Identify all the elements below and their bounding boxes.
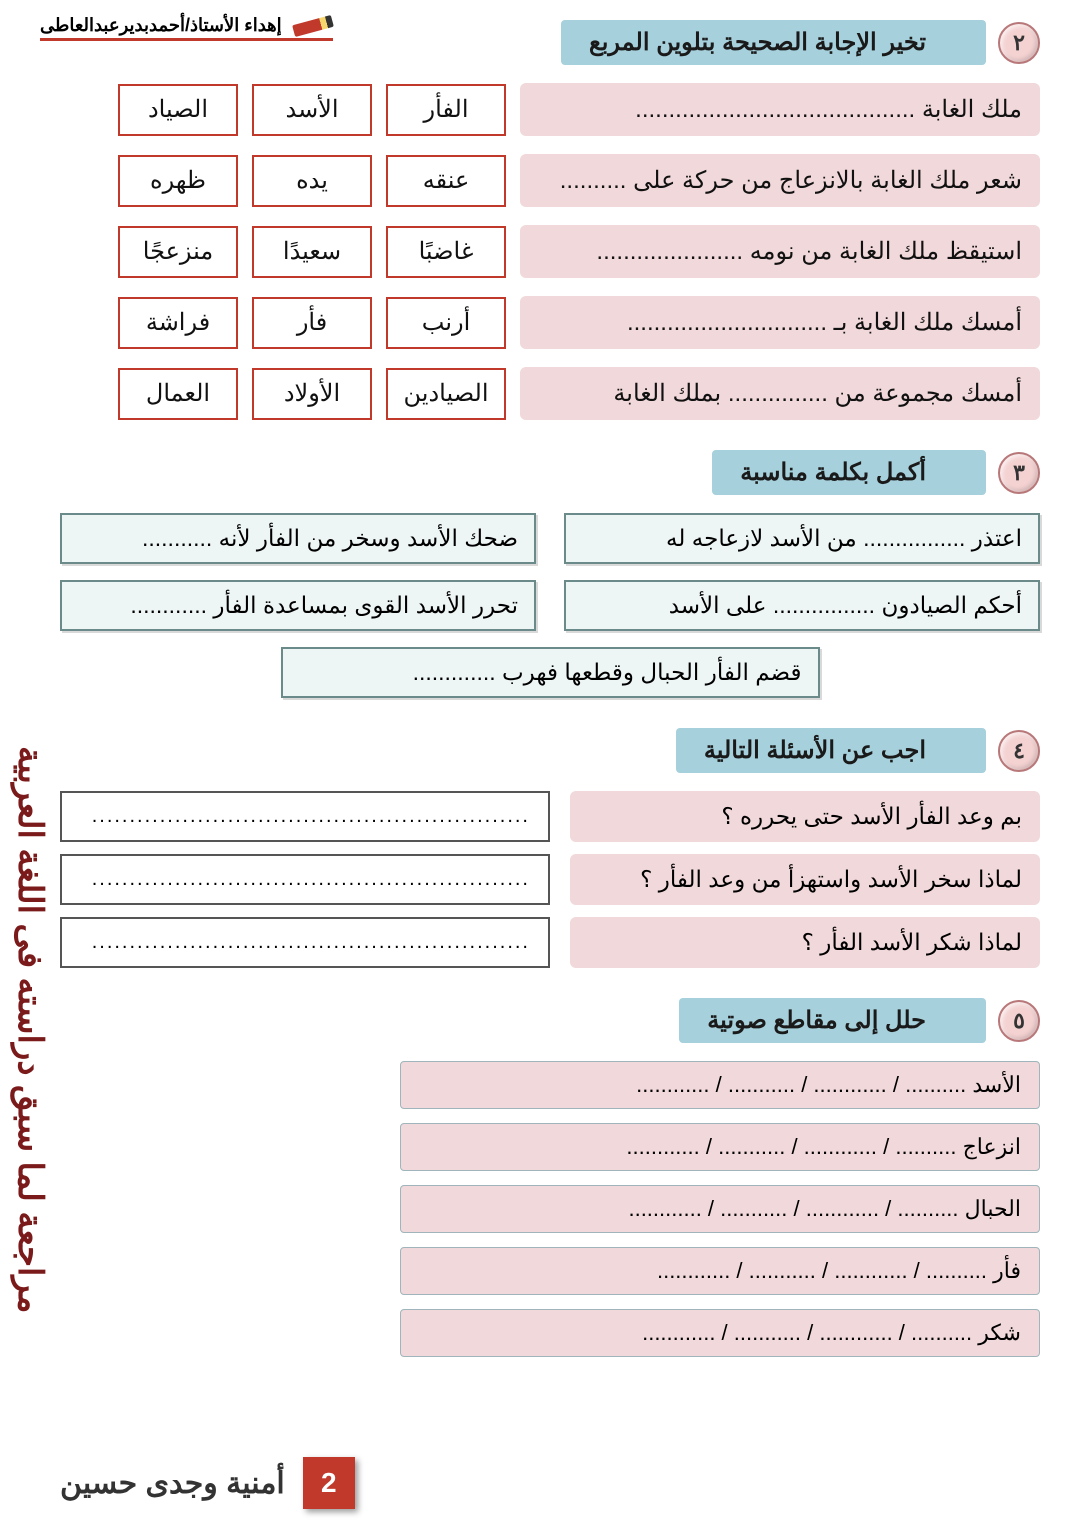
fill-blank-box[interactable]: قضم الفأر الحبال وقطعها فهرب ...........… [281,647,820,698]
answer-option[interactable]: فأر [252,297,372,349]
q3-number-badge: ٣ [998,452,1040,494]
answer-option[interactable]: يده [252,155,372,207]
question-text: بم وعد الفأر الأسد حتى يحرره ؟ [570,791,1040,842]
answer-option[interactable]: منزعجًا [118,226,238,278]
section-q3: ٣ أكمل بكلمة مناسبة اعتذر ..............… [60,450,1040,698]
answer-option[interactable]: الفأر [386,84,506,136]
footer: 2 أمنية وجدى حسين [60,1457,355,1509]
q4-number-badge: ٤ [998,730,1040,772]
syllable-row[interactable]: انزعاج .......... / ............ / .....… [400,1123,1040,1171]
page-number-badge: 2 [303,1457,355,1509]
answer-option[interactable]: غاضبًا [386,226,506,278]
fill-blank-box[interactable]: أحكم الصيادون ................ على الأسد [564,580,1040,631]
answer-line[interactable]: ........................................… [60,917,550,968]
question-stem: شعر ملك الغابة بالانزعاج من حركة على ...… [520,154,1040,207]
side-vertical-text: مراجعة لما سبق دراسته فى اللغة العربية [10,680,50,1380]
q5-number-badge: ٥ [998,1000,1040,1042]
syllable-row[interactable]: فأر .......... / ............ / ........… [400,1247,1040,1295]
answer-option[interactable]: الصيادين [386,368,506,420]
q2-number-badge: ٢ [998,22,1040,64]
syllable-row[interactable]: شكر .......... / ............ / ........… [400,1309,1040,1357]
question-text: لماذا شكر الأسد الفأر ؟ [570,917,1040,968]
section-head: ٥ حلل إلى مقاطع صوتية [60,998,1040,1043]
question-stem: أمسك مجموعة من ............... بملك الغا… [520,367,1040,420]
answer-option[interactable]: الأولاد [252,368,372,420]
syllable-row[interactable]: الحبال .......... / ............ / .....… [400,1185,1040,1233]
answer-option[interactable]: الصياد [118,84,238,136]
fill-blank-box[interactable]: تحرر الأسد القوى بمساعدة الفأر .........… [60,580,536,631]
answer-option[interactable]: عنقه [386,155,506,207]
answer-option[interactable]: العمال [118,368,238,420]
answer-option[interactable]: فراشة [118,297,238,349]
section-q5: ٥ حلل إلى مقاطع صوتية الأسد .......... /… [60,998,1040,1357]
section-head: ٤ اجب عن الأسئلة التالية [60,728,1040,773]
q5-title: حلل إلى مقاطع صوتية [679,998,986,1043]
section-q2: ٢ تخير الإجابة الصحيحة بتلوين المربع ملك… [60,20,1040,420]
section-head: ٣ أكمل بكلمة مناسبة [60,450,1040,495]
mcq-row: استيقظ ملك الغابة من نومه ..............… [60,225,1040,278]
mcq-row: ملك الغابة .............................… [60,83,1040,136]
answer-option[interactable]: الأسد [252,84,372,136]
answer-option[interactable]: سعيدًا [252,226,372,278]
qa-row: لماذا سخر الأسد واستهزأ من وعد الفأر ؟..… [60,854,1040,905]
mcq-row: أمسك مجموعة من ............... بملك الغا… [60,367,1040,420]
q3-title: أكمل بكلمة مناسبة [712,450,986,495]
question-stem: أمسك ملك الغابة بـ .....................… [520,296,1040,349]
answer-option[interactable]: أرنب [386,297,506,349]
pencil-icon [292,15,334,37]
answer-option[interactable]: ظهره [118,155,238,207]
answer-line[interactable]: ........................................… [60,854,550,905]
footer-author-name: أمنية وجدى حسين [60,1466,285,1501]
header-credit: إهداء الأستاذ/أحمدبديرعبدالعاطى [40,15,333,41]
question-text: لماذا سخر الأسد واستهزأ من وعد الفأر ؟ [570,854,1040,905]
question-stem: استيقظ ملك الغابة من نومه ..............… [520,225,1040,278]
syllable-row[interactable]: الأسد .......... / ............ / ......… [400,1061,1040,1109]
qa-row: لماذا شكر الأسد الفأر ؟.................… [60,917,1040,968]
q2-title: تخير الإجابة الصحيحة بتلوين المربع [561,20,986,65]
mcq-row: أمسك ملك الغابة بـ .....................… [60,296,1040,349]
credit-text: إهداء الأستاذ/أحمدبديرعبدالعاطى [40,15,282,35]
q4-title: اجب عن الأسئلة التالية [676,728,986,773]
section-q4: ٤ اجب عن الأسئلة التالية بم وعد الفأر ال… [60,728,1040,968]
qa-row: بم وعد الفأر الأسد حتى يحرره ؟..........… [60,791,1040,842]
question-stem: ملك الغابة .............................… [520,83,1040,136]
fill-blank-box[interactable]: ضحك الأسد وسخر من الفأر لأنه ........... [60,513,536,564]
fill-blank-box[interactable]: اعتذر ................ من الأسد لازعاجه … [564,513,1040,564]
answer-line[interactable]: ........................................… [60,791,550,842]
mcq-row: شعر ملك الغابة بالانزعاج من حركة على ...… [60,154,1040,207]
